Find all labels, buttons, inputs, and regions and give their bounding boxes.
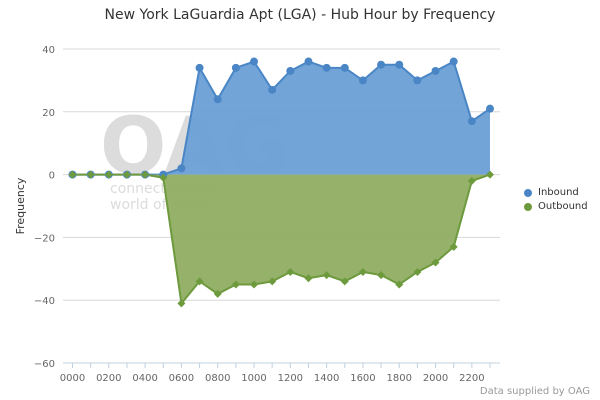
y-tick-label: −40 (34, 296, 55, 307)
x-tick-label: 0000 (60, 373, 85, 384)
x-tick-label: 2200 (459, 373, 484, 384)
point-outbound[interactable] (449, 242, 458, 251)
credit-link[interactable]: Data supplied by OAG (479, 386, 590, 397)
point-outbound[interactable] (159, 173, 168, 182)
x-axis: 0000 0200 0400 0600 0800 1000 1200 1400 1600 1800… (60, 362, 500, 384)
point-outbound[interactable] (486, 170, 494, 179)
point-outbound[interactable] (395, 280, 404, 289)
point-outbound[interactable] (213, 289, 222, 298)
x-tick-label: 1200 (278, 373, 303, 384)
point-inbound[interactable] (286, 66, 295, 75)
point-inbound[interactable] (413, 76, 422, 85)
chart-title: New York LaGuardia Apt (LGA) - Hub Hour … (104, 7, 496, 23)
y-tick-label: 40 (42, 45, 55, 56)
point-outbound[interactable] (122, 170, 131, 179)
x-tick-label: 1600 (350, 373, 375, 384)
point-outbound[interactable] (250, 280, 259, 289)
legend-label-outbound: Outbound (538, 201, 588, 212)
x-tick-label: 1400 (314, 373, 339, 384)
y-tick-label: 20 (42, 108, 55, 119)
point-outbound[interactable] (322, 271, 331, 280)
point-outbound[interactable] (467, 176, 476, 185)
point-inbound[interactable] (377, 60, 386, 69)
point-inbound[interactable] (467, 117, 476, 126)
series-markers (68, 57, 494, 308)
x-tick-label: 0400 (132, 373, 157, 384)
legend-item-inbound[interactable]: Inbound (524, 186, 588, 199)
point-inbound[interactable] (358, 76, 367, 85)
point-outbound[interactable] (68, 170, 77, 179)
point-inbound[interactable] (449, 57, 458, 66)
x-tick-label: 0800 (205, 373, 230, 384)
point-inbound[interactable] (213, 95, 222, 104)
point-outbound[interactable] (358, 267, 367, 276)
y-tick-label: −20 (34, 233, 55, 244)
x-tick-label: 0600 (169, 373, 194, 384)
point-outbound[interactable] (195, 277, 204, 286)
y-tick-label: 0 (49, 171, 55, 182)
x-tick-label: 1800 (387, 373, 412, 384)
point-outbound[interactable] (377, 271, 386, 280)
point-inbound[interactable] (431, 66, 440, 75)
legend-dot-outbound (524, 202, 532, 211)
point-inbound[interactable] (322, 63, 331, 72)
point-outbound[interactable] (231, 280, 240, 289)
legend-item-outbound[interactable]: Outbound (524, 200, 588, 213)
point-inbound[interactable] (340, 63, 349, 72)
point-inbound[interactable] (231, 63, 240, 72)
point-outbound[interactable] (431, 258, 440, 267)
legend: Inbound Outbound (524, 186, 588, 214)
point-outbound[interactable] (141, 170, 150, 179)
point-outbound[interactable] (104, 170, 113, 179)
legend-dot-inbound (524, 188, 532, 197)
area-inbound (72, 61, 490, 175)
y-axis-label: Frequency (14, 177, 27, 234)
point-outbound[interactable] (177, 299, 186, 308)
point-outbound[interactable] (340, 277, 349, 286)
y-tick-label: −60 (34, 359, 55, 370)
point-inbound[interactable] (177, 164, 186, 173)
point-inbound[interactable] (304, 57, 313, 66)
point-outbound[interactable] (304, 274, 313, 283)
x-tick-label: 0200 (96, 373, 121, 384)
x-tick-label: 2000 (423, 373, 448, 384)
point-outbound[interactable] (286, 267, 295, 276)
y-tick-labels: −60 −40 −20 0 20 40 (34, 45, 55, 370)
point-inbound[interactable] (395, 60, 404, 69)
point-inbound[interactable] (486, 104, 494, 113)
point-inbound[interactable] (250, 57, 259, 66)
point-outbound[interactable] (413, 267, 422, 276)
point-inbound[interactable] (195, 63, 204, 72)
point-inbound[interactable] (268, 85, 277, 94)
x-tick-label: 1000 (241, 373, 266, 384)
point-outbound[interactable] (268, 277, 277, 286)
point-outbound[interactable] (86, 170, 95, 179)
legend-label-inbound: Inbound (538, 187, 579, 198)
